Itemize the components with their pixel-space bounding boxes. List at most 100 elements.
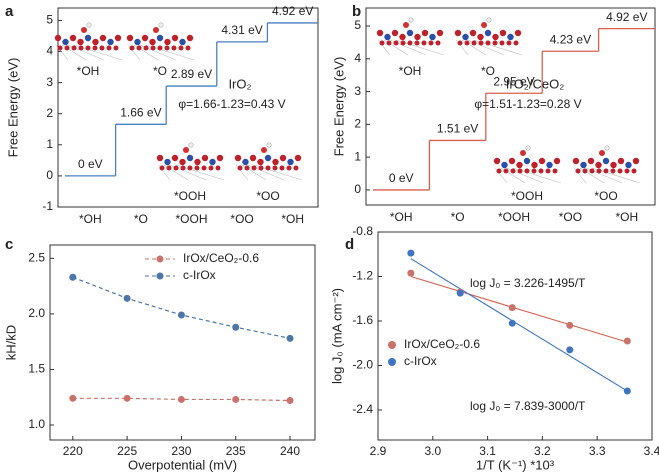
atom — [258, 165, 264, 171]
atom — [266, 142, 272, 148]
structure-image — [572, 145, 641, 184]
atom — [286, 165, 292, 171]
atom — [234, 154, 242, 162]
point — [623, 387, 631, 395]
value-label: 1.51 eV — [437, 122, 478, 136]
atom — [106, 45, 112, 51]
x-tick-label: *OH — [79, 212, 102, 226]
y-tick-label: -0.8 — [352, 224, 373, 238]
value-label: 4.23 eV — [550, 32, 591, 46]
point — [123, 394, 131, 402]
structure-image — [126, 22, 195, 61]
atom — [287, 158, 294, 166]
value-label: 2.95 eV — [493, 74, 534, 88]
atom — [113, 45, 119, 51]
atom — [414, 33, 421, 41]
atom — [261, 147, 267, 153]
atom — [178, 45, 184, 51]
atom — [129, 45, 135, 51]
x-tick-label: 235 — [226, 444, 246, 458]
atom — [188, 142, 194, 148]
atom — [517, 168, 523, 174]
atom — [478, 40, 484, 46]
y-tick-label: -2.4 — [352, 402, 373, 416]
y-tick-label: -2.0 — [352, 358, 373, 372]
atom — [617, 168, 623, 174]
x-tick-label: 3.0 — [424, 444, 441, 458]
atom — [216, 154, 224, 162]
atom — [186, 154, 194, 162]
x-tick-label: *OOH — [175, 212, 207, 226]
atom — [516, 161, 523, 169]
atom — [164, 38, 171, 46]
y-tick-label: 5 — [354, 18, 361, 32]
structure-label: *OOH — [511, 189, 543, 203]
atom — [180, 165, 186, 171]
point — [177, 395, 185, 403]
atom — [171, 45, 177, 51]
y-axis-label: Free Energy (eV) — [5, 58, 20, 158]
atom — [141, 34, 149, 42]
atom — [414, 40, 420, 46]
atom — [379, 40, 385, 46]
atom — [514, 29, 522, 37]
panel-label: b — [352, 3, 361, 20]
atom — [507, 33, 514, 41]
plot-frame — [49, 244, 316, 441]
atom — [582, 168, 588, 174]
value-label: 0 eV — [389, 171, 414, 185]
annotation: φ=1.51-1.23=0.28 V — [474, 97, 581, 111]
atom — [604, 145, 610, 151]
atom — [403, 22, 409, 28]
fit-label: log J₀ = 7.839-3000/T — [470, 399, 586, 413]
point — [69, 394, 77, 402]
atom — [294, 154, 302, 162]
atom — [86, 22, 92, 28]
atom — [153, 27, 159, 33]
x-tick-label: 2.9 — [370, 444, 387, 458]
atom — [596, 168, 602, 174]
atom — [279, 165, 285, 171]
plot-frame — [377, 231, 653, 441]
structure-image — [454, 17, 523, 56]
x-tick-label: 3.1 — [479, 444, 496, 458]
x-tick-label: *OH — [281, 212, 304, 226]
atom — [85, 45, 91, 51]
x-tick-label: *OH — [615, 210, 638, 224]
y-tick-label: 1.5 — [28, 362, 45, 376]
y-tick-label: -1.2 — [352, 269, 373, 283]
atom — [421, 40, 427, 46]
point — [286, 397, 294, 405]
atom — [477, 33, 484, 41]
value-label: 4.92 eV — [272, 4, 313, 18]
y-tick-label: 1 — [354, 149, 361, 163]
y-tick-label: 0 — [46, 168, 53, 182]
y-tick-label: 5 — [46, 13, 53, 27]
atom — [136, 45, 142, 51]
legend-label: c-IrOx — [183, 268, 216, 282]
y-axis-label: log J₀ (mA cm⁻²) — [329, 288, 344, 384]
atom — [186, 34, 194, 42]
atom — [99, 45, 105, 51]
atom — [293, 165, 299, 171]
atom — [143, 45, 149, 51]
point — [232, 323, 240, 331]
atom — [194, 158, 201, 166]
atom — [523, 157, 531, 165]
atom — [435, 40, 441, 46]
y-tick-label: 0 — [354, 182, 361, 196]
atom — [587, 157, 595, 165]
atom — [92, 45, 98, 51]
structure-image — [156, 142, 225, 181]
structure-image — [493, 145, 562, 184]
y-axis-label: Free Energy (eV) — [331, 57, 346, 157]
atom — [249, 154, 257, 162]
point — [623, 337, 631, 345]
x-tick-label: 225 — [117, 444, 137, 458]
atom — [484, 29, 492, 37]
x-tick-label: *OO — [230, 212, 253, 226]
value-label: 0 eV — [78, 157, 103, 171]
atom — [183, 147, 189, 153]
atom — [400, 40, 406, 46]
atom — [244, 165, 250, 171]
